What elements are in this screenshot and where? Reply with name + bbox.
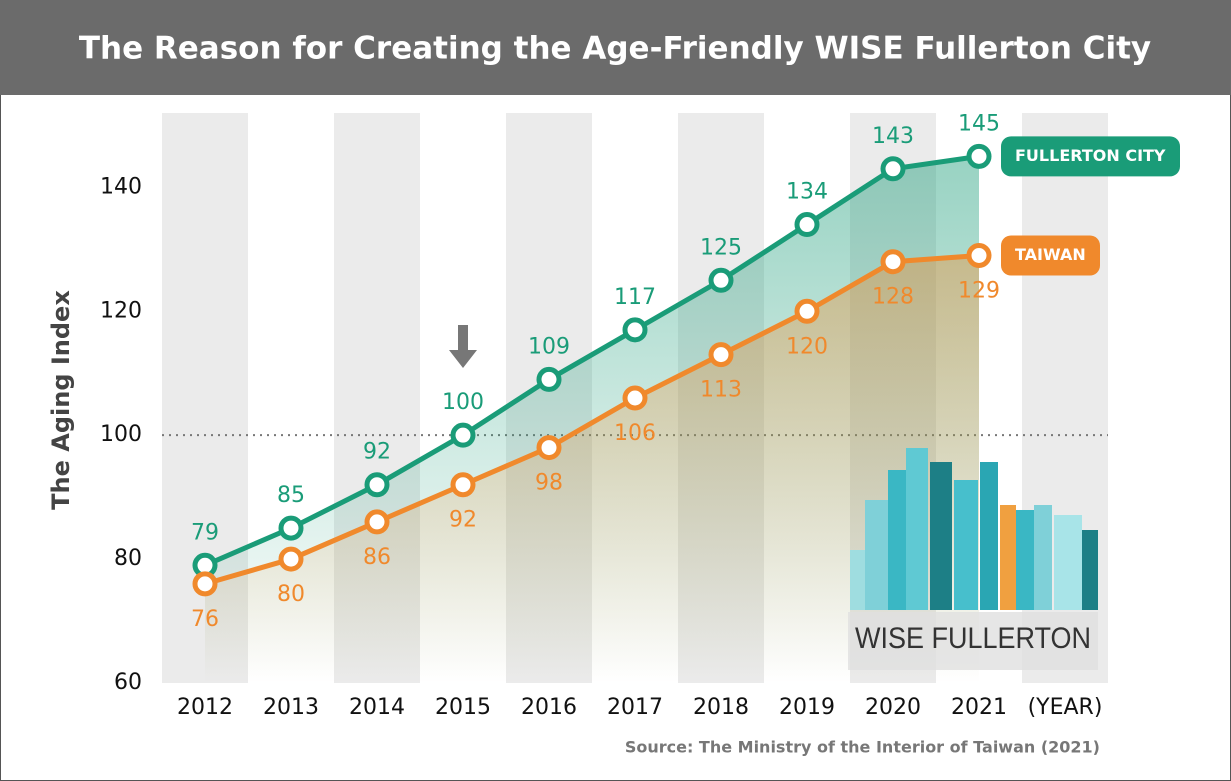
data-label: 125 [700, 235, 742, 260]
data-label: 86 [363, 545, 391, 570]
data-point [367, 475, 387, 495]
x-tick-label: 2021 [951, 695, 1007, 720]
x-tick-label: 2018 [693, 695, 749, 720]
y-tick-label: 100 [100, 422, 142, 447]
data-point [969, 246, 989, 266]
y-tick-label: 80 [114, 546, 142, 571]
data-label: 143 [872, 124, 914, 149]
data-point [883, 252, 903, 272]
x-axis-label: (YEAR) [1028, 695, 1103, 720]
x-tick-label: 2013 [263, 695, 319, 720]
data-label: 92 [449, 508, 477, 533]
data-point [625, 388, 645, 408]
data-point [711, 270, 731, 290]
data-point [281, 549, 301, 569]
x-tick-label: 2012 [177, 695, 233, 720]
data-label: 106 [614, 421, 656, 446]
data-label: 128 [872, 285, 914, 310]
data-point [539, 438, 559, 458]
data-point [625, 320, 645, 340]
data-point [797, 301, 817, 321]
data-label: 80 [277, 582, 305, 607]
x-tick-label: 2014 [349, 695, 405, 720]
data-label: 134 [786, 180, 828, 205]
x-tick-label: 2017 [607, 695, 663, 720]
y-tick-label: 60 [114, 670, 142, 695]
data-label: 117 [614, 285, 656, 310]
y-tick-label: 120 [100, 298, 142, 323]
data-label: 76 [191, 607, 219, 632]
data-label: 109 [528, 334, 570, 359]
data-point [883, 159, 903, 179]
data-label: 129 [958, 279, 1000, 304]
data-label: 79 [191, 520, 219, 545]
data-point [367, 512, 387, 532]
logo-text: WISE FULLERTON [855, 622, 1091, 655]
x-tick-label: 2019 [779, 695, 835, 720]
data-point [453, 425, 473, 445]
data-label: 120 [786, 334, 828, 359]
data-label: 100 [442, 390, 484, 415]
data-label: 85 [277, 483, 305, 508]
chart: The Reason for Creating the Age-Friendly… [0, 0, 1231, 781]
data-label: 92 [363, 440, 391, 465]
legend-label: TAIWAN [1015, 245, 1086, 264]
y-tick-label: 140 [100, 174, 142, 199]
data-label: 98 [535, 471, 563, 496]
data-point [969, 146, 989, 166]
x-tick-label: 2016 [521, 695, 577, 720]
data-label: 113 [700, 378, 742, 403]
x-tick-label: 2020 [865, 695, 921, 720]
data-point [281, 518, 301, 538]
data-label: 145 [958, 111, 1000, 136]
legend-label: FULLERTON CITY [1015, 146, 1166, 165]
data-point [797, 215, 817, 235]
source: Source: The Ministry of the Interior of … [625, 738, 1100, 757]
y-axis-label: The Aging Index [47, 290, 75, 510]
x-tick-label: 2015 [435, 695, 491, 720]
data-point [539, 369, 559, 389]
chart-title: The Reason for Creating the Age-Friendly… [79, 31, 1151, 67]
data-point [453, 475, 473, 495]
data-point [195, 574, 215, 594]
data-point [711, 345, 731, 365]
